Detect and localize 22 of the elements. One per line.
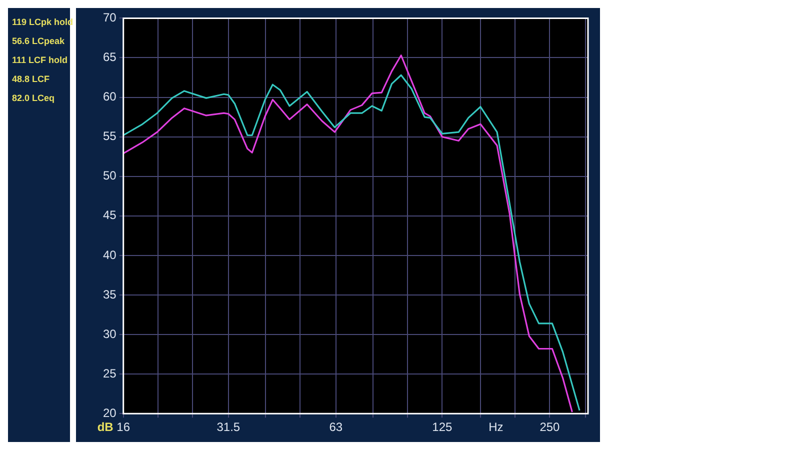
x-tick-label: 250 <box>540 420 560 434</box>
y-tick-label: 20 <box>102 406 117 420</box>
x-tick-label: 31.5 <box>216 420 240 434</box>
y-tick-label: 65 <box>102 50 117 64</box>
y-tick-label: 30 <box>102 326 117 341</box>
text: 82.0 LCeq <box>12 93 55 103</box>
y-tick-label: 70 <box>102 10 117 25</box>
y-tick-label: 60 <box>102 90 117 104</box>
x-tick-label: 63 <box>329 420 343 434</box>
y-tick-label: 25 <box>102 366 117 380</box>
x-axis-title: Hz <box>488 420 504 434</box>
y-axis-title: dB <box>97 420 114 434</box>
text: 48.8 LCF <box>12 74 50 84</box>
y-tick-label: 35 <box>102 287 117 302</box>
y-tick-label: 40 <box>102 248 117 262</box>
x-tick-label: 125 <box>432 420 453 434</box>
y-tick-label: 45 <box>102 208 117 222</box>
x-tick-label: 16 <box>116 420 130 434</box>
y-tick-label: 50 <box>102 168 117 183</box>
text: 56.6 LCpeak <box>12 36 65 46</box>
y-tick-label: 55 <box>102 129 117 144</box>
text: 111 LCF hold <box>12 55 68 65</box>
